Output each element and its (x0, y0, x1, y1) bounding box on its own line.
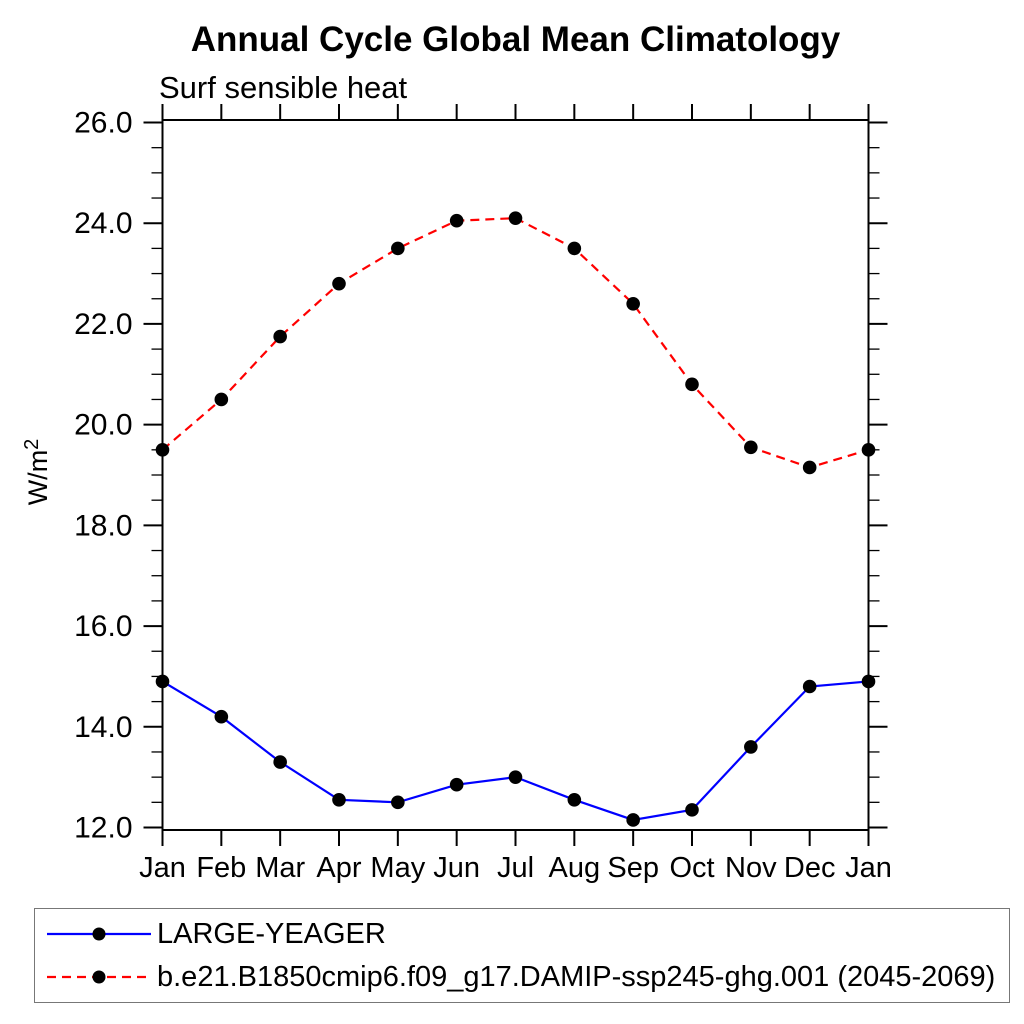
x-tick-label: Mar (255, 852, 305, 884)
series-b-e21-b1850cmip6-f09-g17-damip-ssp245-gh (155, 211, 876, 475)
data-point-marker (214, 709, 229, 724)
y-tick-label: 14.0 (74, 711, 132, 744)
x-tick-label: Nov (725, 852, 777, 884)
data-point-marker (744, 740, 758, 754)
legend-label-damip-run: b.e21.B1850cmip6.f09_g17.DAMIP-ssp245-gh… (157, 960, 996, 993)
y-axis-title: W/m2 (21, 439, 53, 506)
plot-frame (161, 119, 870, 831)
legend-box: LARGE-YEAGER b.e21.B1850cmip6.f09_g17.DA… (34, 908, 1010, 1003)
y-tick-label: 26.0 (74, 107, 132, 140)
y-tick-label: 18.0 (74, 509, 132, 542)
series-line (161, 680, 869, 822)
x-tick-label: Dec (784, 852, 836, 884)
x-tick-label: Feb (196, 852, 246, 884)
x-tick-label: Sep (607, 852, 659, 884)
x-tick-label: Oct (669, 852, 714, 884)
x-tick-label: Apr (316, 852, 361, 884)
data-point-marker (332, 276, 346, 291)
y-tick-label: 12.0 (74, 812, 132, 845)
legend-sample-marker (92, 927, 106, 941)
data-point-marker (391, 795, 405, 810)
y-tick-label: 20.0 (74, 409, 132, 442)
data-point-marker (508, 211, 523, 225)
axis-ticks (143, 104, 888, 846)
data-point-marker (861, 443, 876, 457)
x-tick-label: Jun (433, 852, 480, 884)
legend-item-damip-run: b.e21.B1850cmip6.f09_g17.DAMIP-ssp245-gh… (43, 957, 1009, 997)
data-point-marker (567, 241, 582, 256)
data-point-marker (214, 392, 229, 407)
y-tick-label: 16.0 (74, 610, 132, 643)
series-line (161, 217, 869, 469)
data-point-marker (155, 674, 170, 689)
data-point-marker (567, 793, 582, 807)
data-point-marker (449, 777, 464, 792)
y-tick-label: 24.0 (74, 207, 132, 240)
data-point-marker (391, 241, 405, 256)
series-large-yeager (155, 674, 876, 827)
data-point-marker (685, 803, 699, 817)
x-tick-label: May (370, 852, 425, 884)
legend-item-large-yeager: LARGE-YEAGER (43, 914, 1009, 954)
legend-label-large-yeager: LARGE-YEAGER (157, 917, 386, 950)
data-point-marker (508, 770, 523, 784)
data-point-marker (744, 440, 758, 455)
data-point-marker (685, 377, 699, 392)
axis-tick-labels: 12.0 14.0 16.0 18.0 20.0 22.0 24.0 26.0 Jan Feb Ma… (74, 107, 892, 885)
data-point-marker (861, 674, 876, 689)
data-point-marker (626, 296, 640, 311)
legend-line-sample-solid-blue (47, 927, 151, 941)
x-tick-label: Jan (845, 852, 892, 884)
x-tick-label: Jul (497, 852, 534, 884)
data-point-marker (449, 213, 464, 228)
data-point-marker (802, 679, 817, 694)
data-point-marker (273, 755, 287, 769)
data-point-marker (802, 460, 817, 475)
x-tick-label: Jan (139, 852, 186, 884)
chart-subtitle: Surf sensible heat (159, 70, 408, 105)
y-axis-minor-ticks (151, 147, 880, 803)
legend-sample-marker (92, 970, 106, 984)
legend-line-sample-dashed-red (47, 970, 151, 984)
data-point-marker (626, 813, 640, 827)
data-point-marker (332, 793, 346, 807)
data-point-marker (273, 329, 287, 344)
chart-title: Annual Cycle Global Mean Climatology (190, 20, 841, 59)
y-tick-label: 22.0 (74, 308, 132, 341)
x-tick-label: Aug (549, 852, 601, 884)
data-point-marker (155, 443, 170, 457)
